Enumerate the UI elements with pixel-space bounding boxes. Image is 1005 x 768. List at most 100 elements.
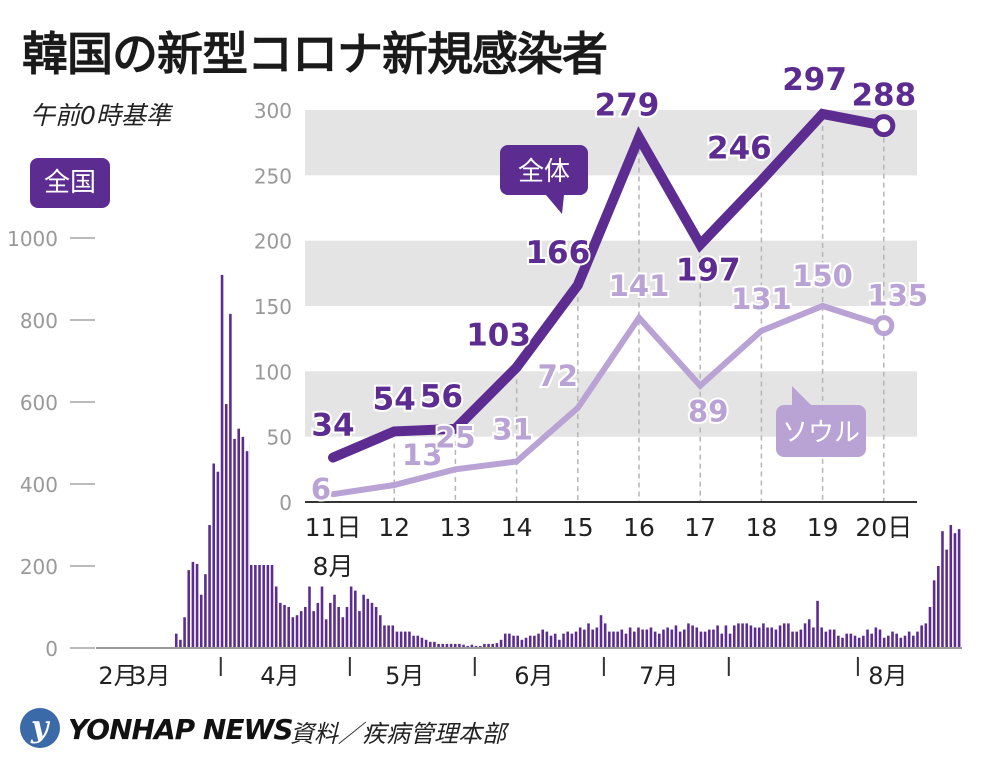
line-x-tick-label: 13 [439,513,471,542]
line-y-tick-label: 100 [254,360,292,384]
daily-case-bar [508,633,511,648]
seoul-data-label: 150 [792,259,853,293]
daily-case-bar [828,629,832,648]
daily-case-bar [599,615,603,648]
line-x-tick-label: 11日 [305,513,362,542]
daily-case-bar [337,607,340,648]
daily-case-bar [737,623,740,648]
daily-case-bar [749,625,753,648]
daily-case-bar [204,574,207,648]
daily-case-bar [799,629,803,648]
daily-case-bar [907,631,911,648]
total-data-label: 288 [851,78,916,114]
daily-case-bar [753,627,757,648]
bar-x-month-label: 3月 [131,662,170,690]
daily-case-bar [816,600,819,648]
daily-case-bar [329,602,332,648]
daily-case-bar [191,561,195,648]
daily-case-bar [237,428,241,648]
bar-y-tick-label: 200 [20,555,58,579]
daily-case-bar [512,635,515,648]
daily-case-bar [308,586,311,648]
daily-case-bar [720,633,724,648]
daily-case-bar [670,629,674,648]
daily-case-bar [524,637,528,648]
daily-case-bar [928,607,932,648]
daily-case-bar [462,644,465,648]
daily-case-bar [437,643,440,648]
daily-case-bar [499,639,503,648]
daily-case-bar [220,274,224,648]
daily-case-bar [887,635,890,648]
daily-case-bar [774,629,778,648]
line-x-tick-label: 14 [501,513,533,542]
daily-case-bar [824,631,828,648]
bar-x-month-label: 8月 [868,662,907,690]
seoul-data-label: 13 [402,438,442,472]
daily-case-bar [495,643,499,648]
daily-case-bar [791,631,794,648]
line-x-tick-label: 12 [378,513,410,542]
daily-case-bar [279,602,282,648]
daily-case-bar [366,598,370,648]
line-x-tick-label: 17 [684,513,716,542]
total-data-label: 56 [420,379,463,415]
daily-case-bar [941,531,944,648]
time-basis-note: 午前0時基準 [30,101,171,130]
nationwide-label: 全国 [30,158,110,208]
daily-case-bar [516,635,520,648]
daily-case-bar [478,645,482,648]
daily-case-bar [483,643,486,648]
daily-case-bar [537,633,540,648]
daily-case-bar [412,635,415,648]
daily-case-bar [349,586,353,648]
daily-case-bar [691,625,694,648]
line-y-tick-label: 250 [254,164,292,188]
daily-case-bar [766,627,769,648]
daily-case-bar [470,644,474,648]
daily-case-bar [528,635,532,648]
seoul-data-label: 6 [311,472,331,506]
daily-case-bar [770,627,774,648]
seoul-data-label: 25 [435,420,475,454]
daily-case-bar [920,625,923,648]
daily-case-bar [379,615,382,648]
daily-case-bar [245,451,249,648]
daily-case-bar [533,635,536,648]
daily-case-bar [699,631,703,648]
total-data-label: 34 [311,408,354,444]
daily-case-bar [299,611,303,648]
daily-case-bar [953,533,957,648]
bar-x-month-label: 6月 [514,662,553,690]
daily-case-bar [832,629,836,648]
yonhap-news-wordmark: YONHAP NEWS [68,713,293,746]
daily-case-bar [820,627,823,648]
daily-case-bar [433,641,436,648]
daily-case-bar [895,633,898,648]
daily-case-bar [812,627,815,648]
daily-case-bar [891,631,894,648]
line-x-tick-label: 20日 [855,513,912,542]
daily-case-bar [924,623,928,648]
seoul-data-label: 89 [688,395,728,429]
daily-case-bar [233,438,236,648]
daily-case-bar [358,611,361,648]
daily-case-bar [795,631,799,648]
daily-case-bar [354,590,357,648]
daily-case-bar [387,625,390,648]
daily-case-bar [724,625,728,648]
line-x-month-label: 8月 [313,552,354,581]
bar-x-month-label: 5月 [385,662,424,690]
daily-case-bar [866,629,869,648]
daily-case-bar [757,627,761,648]
line-y-tick-label: 300 [254,99,292,123]
daily-case-bar [566,631,569,648]
daily-case-bar [224,404,228,648]
daily-case-bar [520,639,524,648]
daily-case-bar [949,525,953,648]
seoul-data-label: 31 [492,412,532,446]
daily-case-bar [845,633,848,648]
daily-case-bar [383,625,386,648]
bar-y-tick-label: 1000 [7,227,58,251]
